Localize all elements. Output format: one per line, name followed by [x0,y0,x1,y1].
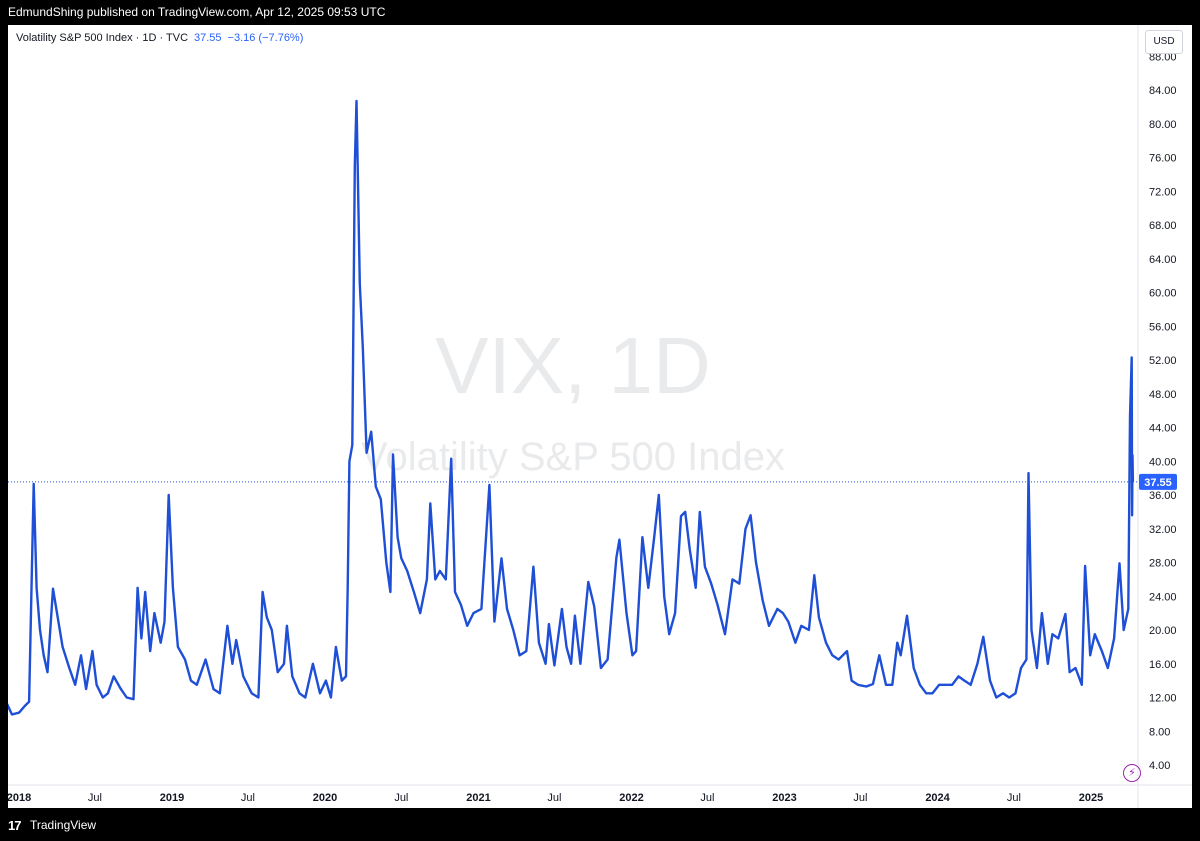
x-tick-label: 2018 [8,792,31,804]
lightning-alert-icon[interactable]: ⚡ [1123,764,1141,782]
tradingview-logo-text: TradingView [30,818,97,832]
y-tick-label: 20.00 [1149,625,1177,637]
x-tick-label: 2020 [313,792,337,804]
y-tick-label: 24.00 [1149,591,1177,603]
y-tick-label: 60.00 [1149,288,1177,300]
y-tick-label: 72.00 [1149,186,1177,198]
x-tick-label: 2023 [772,792,796,804]
y-tick-label: 80.00 [1149,119,1177,131]
footer-bar: 17 TradingView [0,808,1200,841]
y-tick-label: 56.00 [1149,321,1177,333]
y-tick-label: 4.00 [1149,760,1170,772]
y-tick-label: 44.00 [1149,423,1177,435]
x-tick-label: Jul [88,792,102,804]
last-price-badge [1139,473,1177,490]
y-tick-label: 84.00 [1149,85,1177,97]
y-tick-label: 68.00 [1149,220,1177,232]
x-tick-label: Jul [394,792,408,804]
y-tick-label: 8.00 [1149,726,1170,738]
vix-series-line [8,99,1135,716]
y-tick-label: 88.00 [1149,51,1177,63]
currency-button[interactable]: USD [1145,30,1183,54]
y-tick-label: 16.00 [1149,659,1177,671]
y-tick-label: 48.00 [1149,389,1177,401]
x-tick-label: Jul [1007,792,1021,804]
y-tick-label: 64.00 [1149,254,1177,266]
x-tick-label: 2021 [466,792,490,804]
y-tick-label: 12.00 [1149,693,1177,705]
symbol-legend[interactable]: Volatility S&P 500 Index · 1D · TVC 37.55… [16,32,303,44]
x-tick-label: 2022 [619,792,643,804]
last-value: 37.55 [194,32,222,44]
x-tick-label: Jul [853,792,867,804]
chart-panel[interactable]: VIX, 1D Volatility S&P 500 Index 4.00 8.0… [8,25,1192,808]
instrument-title: Volatility S&P 500 Index · 1D · TVC [16,32,189,44]
x-tick-label: Jul [700,792,714,804]
x-tick-label: Jul [547,792,561,804]
y-tick-label: 28.00 [1149,558,1177,570]
y-tick-label: 52.00 [1149,355,1177,367]
last-price-label: 37.55 [1144,477,1172,489]
x-tick-label: 2025 [1079,792,1103,804]
y-tick-label: 40.00 [1149,456,1177,468]
vix-line-chart[interactable]: 4.00 8.00 12.00 16.00 20.00 24.00 28.00 32.00 36… [8,25,1192,808]
y-tick-label: 36.00 [1149,490,1177,502]
y-tick-label: 76.00 [1149,153,1177,165]
x-tick-label: 2024 [925,792,950,804]
x-tick-label: 2019 [160,792,184,804]
x-tick-label: Jul [241,792,255,804]
tradingview-logo-icon: 17 [8,818,22,833]
change-value: −3.16 (−7.76%) [227,32,304,44]
published-text: EdmundShing published on TradingView.com… [8,5,386,19]
published-header: EdmundShing published on TradingView.com… [0,0,1200,25]
y-tick-label: 32.00 [1149,524,1177,536]
